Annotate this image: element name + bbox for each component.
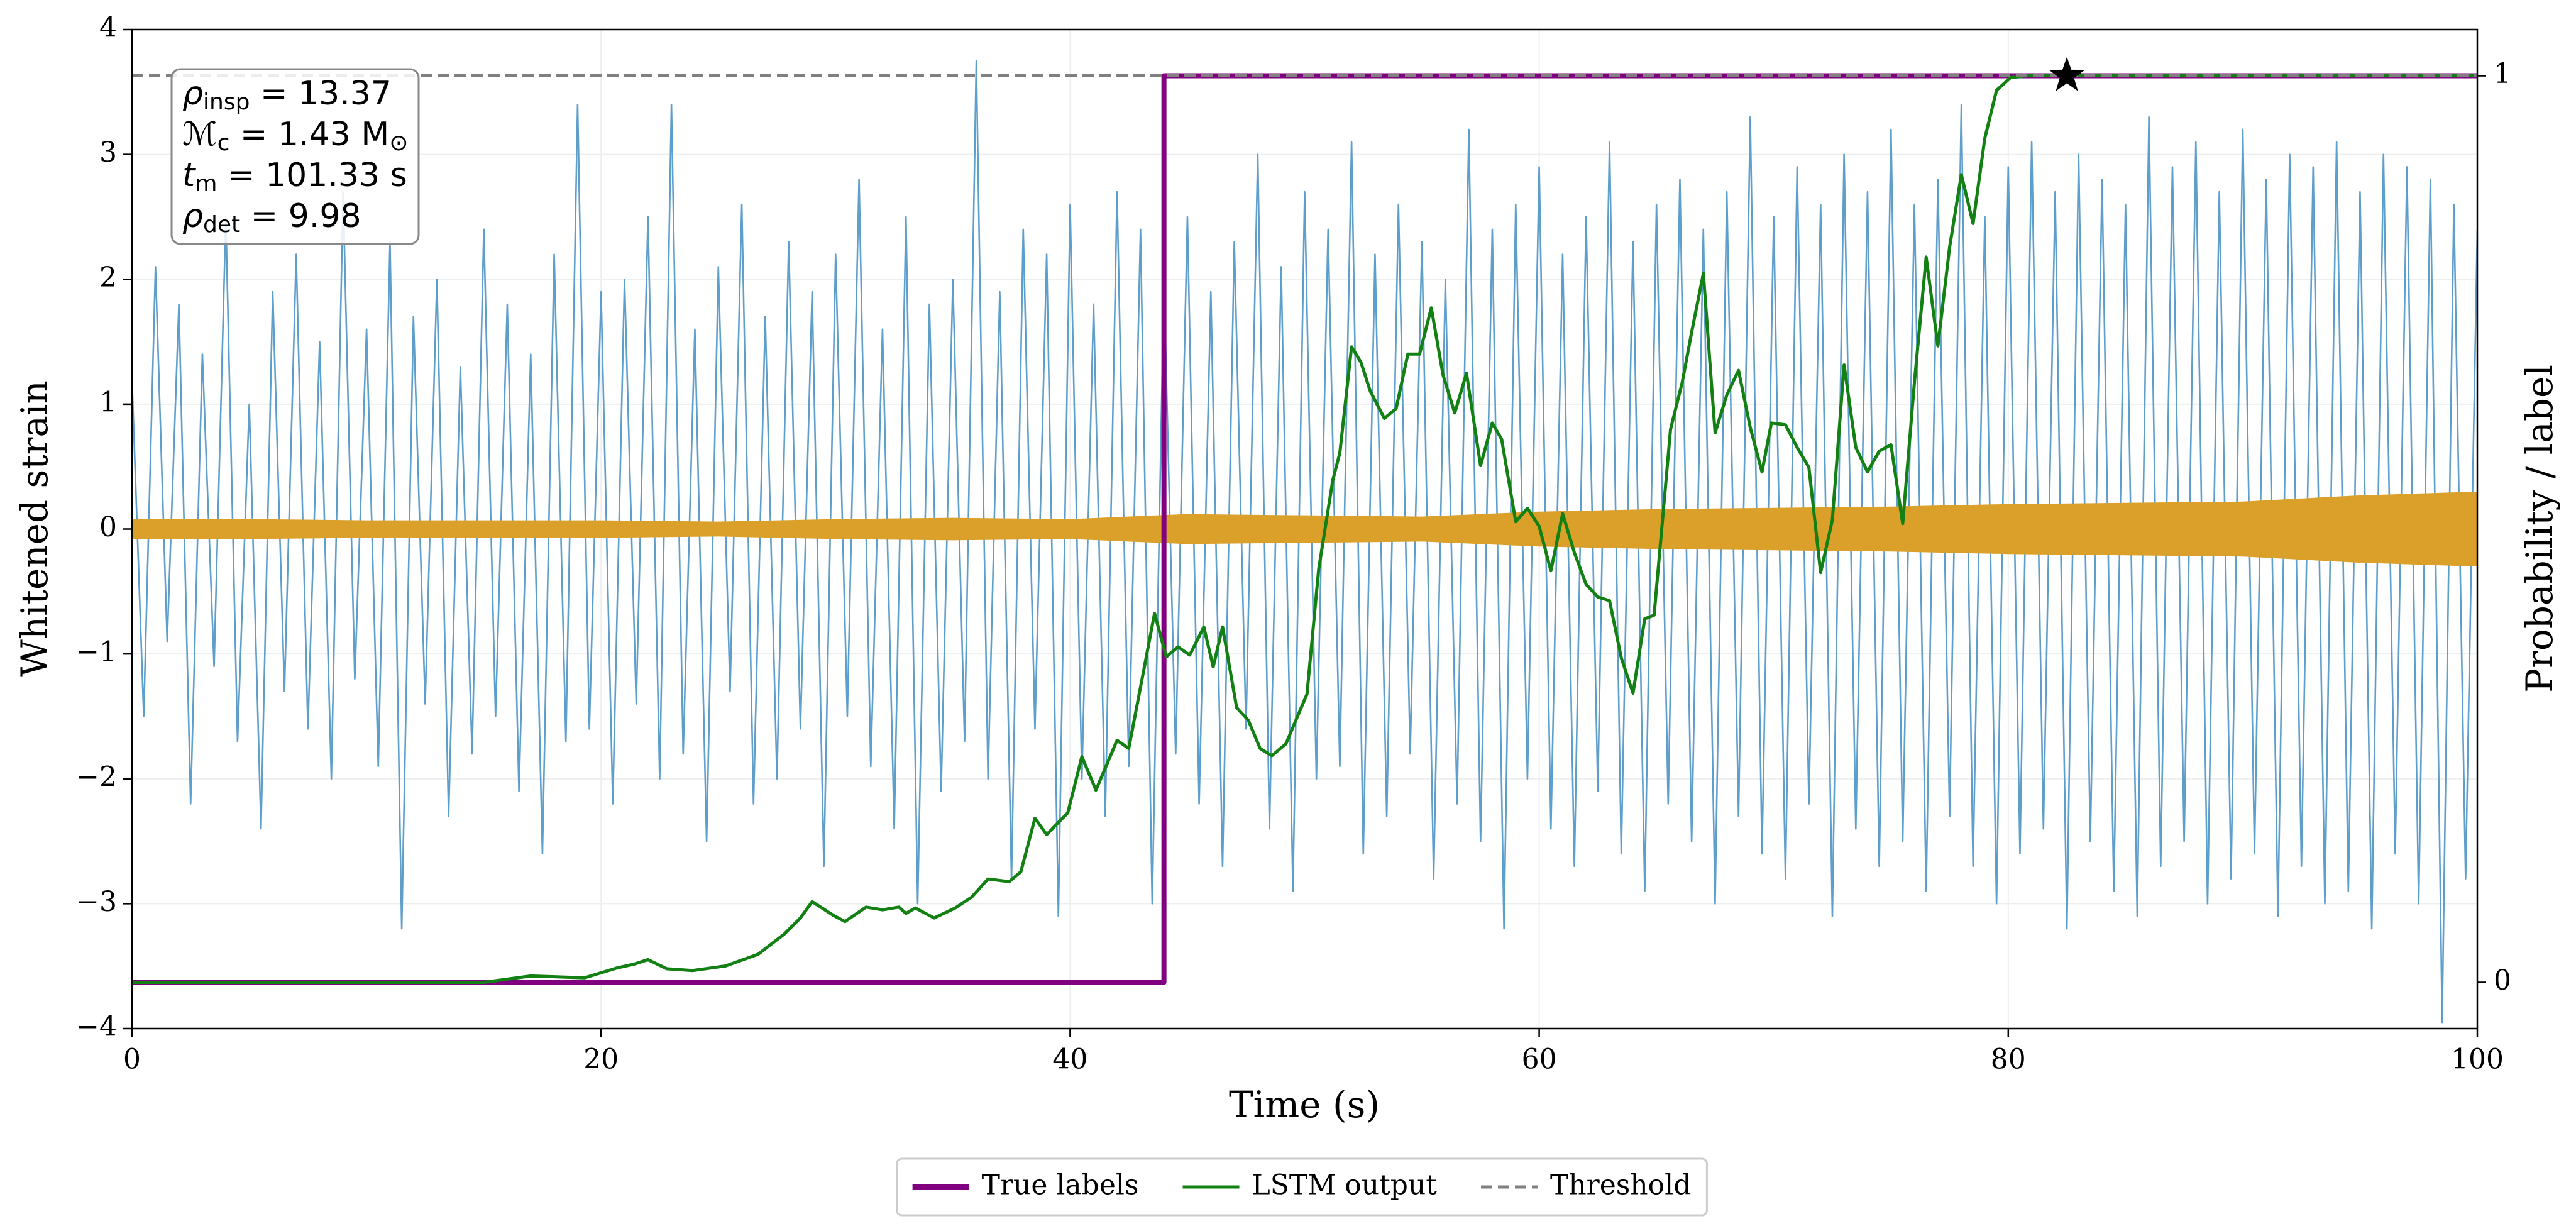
series-line: [132, 60, 2477, 1024]
y-tick-label: 4: [99, 12, 117, 44]
x-tick-label: 100: [2451, 1044, 2504, 1076]
y-tick-label: −2: [76, 761, 117, 793]
y2-tick-label: 0: [2494, 964, 2511, 996]
annotation-text: ρ: [182, 197, 203, 235]
annotation-rest: = 1.43 M: [229, 116, 389, 153]
x-tick-label: 20: [583, 1044, 619, 1076]
annotation-line: ρdet = 9.98: [182, 197, 361, 238]
legend-label: Threshold: [1550, 1169, 1691, 1201]
annotation-sub: c: [217, 130, 230, 156]
legend-label: True labels: [982, 1169, 1139, 1201]
y-tick-label: −3: [76, 886, 117, 918]
plot-frame: [131, 28, 2479, 1030]
annotation-text: ρ: [182, 75, 203, 113]
annotation-sub2: ⊙: [389, 130, 408, 156]
signal-band: [132, 491, 2477, 567]
annotation-text: t: [182, 157, 196, 194]
y-axis-label: Whitened strain: [13, 380, 56, 677]
y-tick-label: −4: [76, 1011, 117, 1043]
annotation-frame: [170, 68, 420, 245]
annotation-text: ℳ: [182, 116, 217, 153]
y-tick-label: −1: [76, 636, 117, 668]
detection-marker: [2049, 57, 2085, 91]
y-tick-label: 3: [99, 136, 117, 168]
annotation-sub: m: [195, 171, 217, 197]
legend: True labels LSTM output Threshold: [896, 1157, 1708, 1217]
x-tick-label: 40: [1052, 1044, 1087, 1076]
y-tick-label: 0: [99, 511, 117, 543]
legend-frame: [896, 1157, 1708, 1217]
annotation-rest: = 9.98: [240, 197, 361, 235]
x-tick-label: 80: [1991, 1044, 2026, 1076]
x-tick-label: 60: [1522, 1044, 1557, 1076]
y2-tick-label: 1: [2494, 58, 2511, 90]
legend-label: LSTM output: [1252, 1169, 1438, 1201]
x-axis-label: Time (s): [1229, 1083, 1380, 1126]
annotation-sub: det: [203, 212, 240, 238]
y-tick-label: 2: [99, 262, 117, 294]
plot-area: [132, 60, 2477, 1024]
annotation-line: ρinsp = 13.37: [182, 75, 392, 115]
series-line: [132, 74, 2477, 984]
y2-axis-label: Probability / label: [2518, 365, 2561, 693]
x-tick-label: 0: [123, 1044, 141, 1076]
y-tick-label: 1: [99, 386, 117, 418]
annotation-sub: insp: [203, 89, 250, 115]
annotation-line: tm = 101.33 s: [182, 157, 407, 197]
annotation-rest: = 101.33 s: [217, 157, 407, 194]
annotation-line: ℳc = 1.43 M⊙: [182, 116, 408, 156]
annotation-rest: = 13.37: [250, 75, 392, 113]
